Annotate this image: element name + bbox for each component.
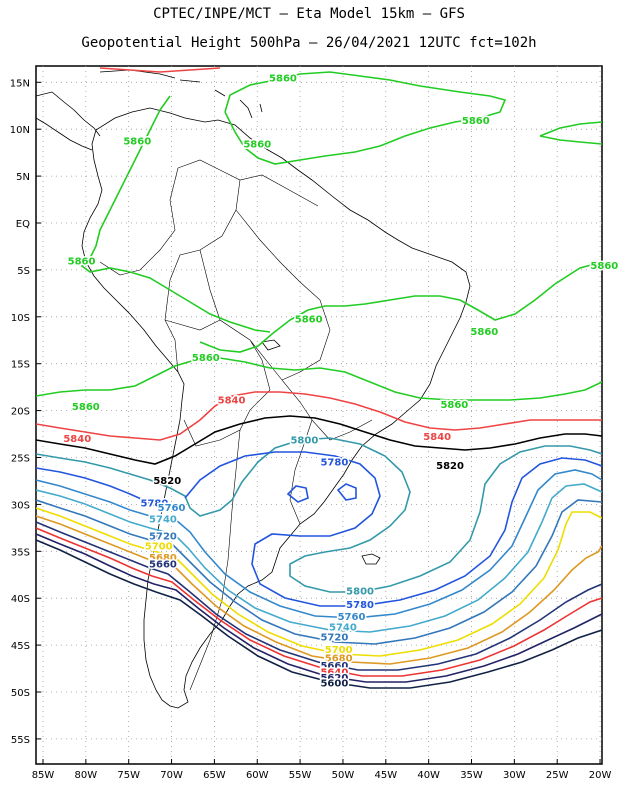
lon-tick-label: 65W — [203, 770, 226, 781]
contour-label: 5720 — [320, 633, 348, 644]
contour-label: 5740 — [149, 514, 177, 525]
contour-label: 5700 — [145, 542, 173, 553]
lat-tick-label: 10S — [11, 313, 30, 324]
contour-label: 5780 — [140, 499, 168, 510]
contour-5860-amazon — [199, 261, 602, 353]
longitude-axis: 85W 80W 75W 70W 65W 60W 55W 50W 45W 40W 35W 30W 25W 2… — [32, 759, 612, 781]
contour-label: 5640 — [320, 667, 348, 678]
lat-tick-label: 15N — [10, 78, 30, 89]
caribbean-islands — [99, 69, 263, 119]
lon-tick-label: 60W — [246, 770, 269, 781]
contour-5780 — [36, 451, 602, 607]
central-america-coastline — [36, 91, 101, 151]
lon-tick-label: 55W — [289, 770, 312, 781]
lon-tick-label: 75W — [117, 770, 140, 781]
contour-5860-andes — [80, 95, 271, 333]
contour-5820 — [36, 415, 602, 465]
contour-5860-atlantic-ne — [539, 121, 602, 145]
contour-label: 5660 — [149, 559, 177, 570]
lon-tick-label: 45W — [374, 770, 397, 781]
contour-label: 5860 — [243, 139, 271, 150]
lon-tick-label: 40W — [417, 770, 440, 781]
contour-label: 5860 — [269, 74, 297, 85]
lon-tick-label: 30W — [503, 770, 526, 781]
contour-label: 5840 — [423, 432, 451, 443]
lon-tick-label: 85W — [32, 770, 55, 781]
contour-label: 5860 — [192, 353, 220, 364]
contour-label: 5760 — [338, 612, 366, 623]
contour-5740 — [36, 483, 602, 633]
contour-label: 5820 — [436, 461, 464, 472]
lon-tick-label: 35W — [460, 770, 483, 781]
contour-5720 — [36, 499, 602, 645]
country-borders — [99, 159, 373, 691]
contour-label: 5860 — [72, 402, 100, 413]
contour-label: 5860 — [123, 136, 151, 147]
lat-tick-label: 55S — [11, 735, 30, 746]
contour-5840 — [36, 391, 602, 441]
map-title-line2: Geopotential Height 500hPa – 26/04/2021 … — [81, 35, 537, 51]
contour-5860-north — [224, 71, 507, 165]
contour-5700 — [36, 507, 602, 657]
contour-label: 5860 — [440, 400, 468, 411]
contour-label: 5820 — [153, 476, 181, 487]
lakes — [261, 339, 381, 565]
contour-5600 — [36, 539, 602, 689]
contour-label: 5700 — [325, 645, 353, 656]
contour-label: 5680 — [149, 553, 177, 564]
lon-tick-label: 80W — [75, 770, 98, 781]
contour-label: 5760 — [158, 503, 186, 514]
contour-label: 5860 — [68, 257, 96, 268]
contour-label: 5780 — [320, 457, 348, 468]
lon-tick-label: 25W — [546, 770, 569, 781]
contour-label: 5660 — [320, 661, 348, 672]
contour-5780-small-1 — [286, 485, 309, 503]
contour-5620 — [36, 533, 602, 683]
contour-label: 5740 — [329, 622, 357, 633]
map-frame — [35, 65, 603, 765]
lon-tick-label: 70W — [160, 770, 183, 781]
contour-label: 5680 — [325, 653, 353, 664]
contour-label: 5860 — [590, 261, 618, 272]
contour-5780-small-2 — [336, 483, 357, 501]
contour-label: 5860 — [470, 327, 498, 338]
lat-tick-label: 10N — [10, 125, 30, 136]
lat-tick-label: 30S — [11, 500, 30, 511]
latitude-axis: 15N 10N 5N EQ 5S 10S 15S 20S 25S 30S 35S 40S 45S 50S 5… — [10, 78, 41, 746]
lat-tick-label: 25S — [11, 454, 30, 465]
lat-tick-label: 45S — [11, 641, 30, 652]
lon-tick-label: 20W — [589, 770, 612, 781]
lat-tick-label: 40S — [11, 594, 30, 605]
lat-tick-label: 5S — [17, 266, 30, 277]
map-title-line1: CPTEC/INPE/MCT – Eta Model 15km – GFS — [153, 6, 465, 22]
contour-label: 5720 — [149, 531, 177, 542]
contour-label: 5800 — [290, 436, 318, 447]
lat-tick-label: 35S — [11, 547, 30, 558]
contour-5660 — [36, 521, 602, 671]
contour-label: 5840 — [218, 395, 246, 406]
contour-5680 — [36, 515, 602, 665]
lat-tick-label: EQ — [16, 219, 30, 230]
contour-5860-southern — [36, 357, 602, 401]
contour-label: 5840 — [63, 434, 91, 445]
contour-label: 5600 — [320, 679, 348, 690]
contour-labels: 5860 5860 5860 5860 5860 5860 5860 5860 5860 5860… — [62, 72, 618, 691]
contour-label: 5780 — [346, 600, 374, 611]
lon-tick-label: 50W — [332, 770, 355, 781]
lat-tick-label: 20S — [11, 407, 30, 418]
height-contours — [36, 67, 602, 689]
contour-label: 5620 — [320, 673, 348, 684]
lat-tick-label: 50S — [11, 688, 30, 699]
contour-5760 — [36, 469, 602, 619]
lat-tick-label: 5N — [16, 172, 30, 183]
contour-label: 5800 — [346, 587, 374, 598]
south-america-coastline — [81, 107, 471, 709]
contour-5640 — [36, 527, 602, 677]
lat-tick-label: 15S — [11, 360, 30, 371]
contour-5840-north — [99, 67, 221, 73]
contour-label: 5860 — [295, 315, 323, 326]
coastlines-and-borders — [36, 69, 471, 709]
contour-label: 5860 — [462, 116, 490, 127]
